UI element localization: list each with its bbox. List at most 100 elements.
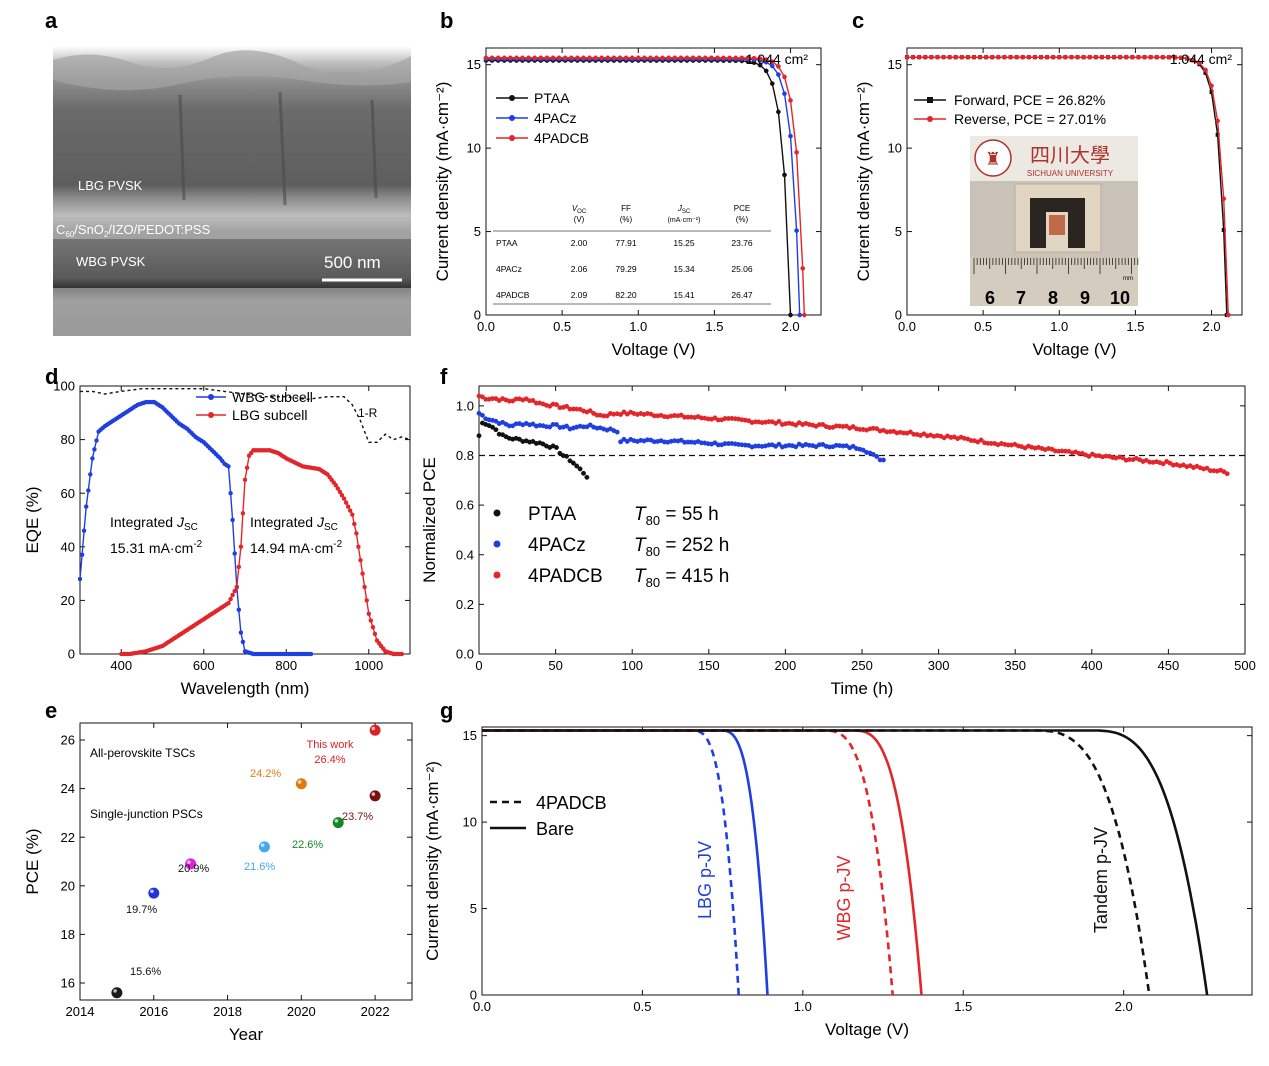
stability-marker-PTAA xyxy=(577,466,583,472)
eqe-marker-LBG subcell xyxy=(339,492,345,498)
sem-background xyxy=(53,46,411,336)
jv-marker-4PADCB xyxy=(599,55,605,61)
pce-point xyxy=(295,778,307,790)
y-axis-label: Current density (mA·cm⁻²) xyxy=(854,82,873,282)
x-axis-label: Time (h) xyxy=(831,679,894,698)
jv-marker-4PADCB xyxy=(794,150,799,155)
stability-marker-4PACz xyxy=(564,423,570,429)
table-header-ff-unit: (%) xyxy=(620,215,633,224)
jv-marker-4PADCB xyxy=(782,74,787,80)
integrated-jsc-label: Integrated JSC xyxy=(110,514,198,533)
stability-marker-4PADCB xyxy=(1224,471,1230,477)
y-tick-label: 0 xyxy=(895,308,902,323)
jv-marker-4PADCB xyxy=(769,59,775,65)
jv-marker-4PADCB xyxy=(593,55,598,61)
ruler-ticks xyxy=(973,258,1139,274)
stability-marker-4PACz xyxy=(554,422,559,427)
jv-marker-PTAA xyxy=(788,312,793,318)
x-tick-label: 400 xyxy=(110,658,132,673)
y-tick-label: 60 xyxy=(61,486,75,501)
y-tick-label: 10 xyxy=(463,815,477,830)
table-header-voc: VOC xyxy=(572,204,587,215)
jv-marker-reverse xyxy=(1093,54,1099,60)
jv-marker-reverse xyxy=(971,54,977,60)
jv-marker-PTAA xyxy=(763,68,769,74)
legend-marker xyxy=(493,571,501,579)
sem-top-texture xyxy=(53,50,411,91)
x-tick-label: 0 xyxy=(475,658,482,673)
panel-label-d: d xyxy=(45,364,58,389)
panel-c-chart: 0.0 0.5 1.0 1.5 2.0 0 5 10 15 Voltage (V) Current … xyxy=(854,47,1243,359)
jv-marker-reverse xyxy=(1123,54,1129,60)
ruler-unit: mm xyxy=(1123,276,1133,282)
eqe-marker-LBG subcell xyxy=(399,651,405,657)
legend-marker xyxy=(509,115,515,121)
jv-marker-4PADCB xyxy=(538,55,544,61)
x-tick-label: 2.0 xyxy=(782,319,800,334)
eqe-marker-WBG subcell xyxy=(238,630,244,635)
table-cell: 2.00 xyxy=(571,238,588,248)
eqe-marker-LBG subcell xyxy=(364,598,369,603)
table-header-voc-unit: (V) xyxy=(574,215,585,224)
y-tick-label: 18 xyxy=(61,927,75,942)
stability-marker-4PACz xyxy=(614,429,620,435)
pce-point xyxy=(369,724,381,736)
table-cell: 26.47 xyxy=(731,290,753,300)
panel-b-table: VOC (V) FF (%) JSC (mA·cm⁻²) PCE (%) PTA… xyxy=(493,204,771,305)
y-tick-label: 0.6 xyxy=(456,498,474,513)
jv-marker-4PADCB xyxy=(489,55,495,61)
jv-marker-4PACz xyxy=(782,91,787,97)
pce-point xyxy=(148,887,160,899)
jv-marker-reverse xyxy=(1154,54,1160,60)
x-tick-label: 0.0 xyxy=(898,319,916,334)
pce-point xyxy=(111,987,123,999)
x-tick-label: 0.0 xyxy=(473,999,491,1014)
pce-point-label: 20.9% xyxy=(178,863,209,875)
jv-marker-reverse xyxy=(989,54,995,60)
jv-marker-4PADCB xyxy=(611,55,617,61)
eqe-marker-LBG subcell xyxy=(228,596,233,602)
jv-marker-4PACz xyxy=(794,228,799,233)
table-cell: 79.29 xyxy=(615,264,637,274)
university-seal xyxy=(974,139,1012,177)
stability-marker-4PADCB xyxy=(604,413,610,419)
panel-e-chart: 2014 2016 2018 2020 2022161820222426YearPCE … xyxy=(23,722,413,1044)
jv-marker-PTAA xyxy=(769,81,775,86)
panel-label-a: a xyxy=(45,8,58,33)
pce-point-highlight xyxy=(334,819,339,823)
pce-point-highlight xyxy=(150,889,154,894)
jv-marker-4PADCB xyxy=(550,55,556,61)
jv-marker-reverse xyxy=(1178,55,1184,61)
panel-label-c: c xyxy=(852,8,864,33)
jv-marker-4PADCB xyxy=(733,55,739,61)
jv-marker-4PADCB xyxy=(642,55,647,61)
stability-marker-PTAA xyxy=(567,458,573,464)
jv-marker-4PADCB xyxy=(581,55,586,61)
pce-point-label: 19.7% xyxy=(126,904,157,916)
sem-image: LBG PVSK C60/SnO2/IZO/PEDOT:PSS WBG PVSK… xyxy=(53,46,411,336)
jv-marker-reverse xyxy=(922,54,928,60)
x-tick-label: 2.0 xyxy=(1115,999,1133,1014)
curve-label: Tandem p-JV xyxy=(1091,827,1111,933)
eqe-marker-LBG subcell xyxy=(358,557,363,563)
pce-point-highlight xyxy=(113,989,117,993)
y-tick-label: 5 xyxy=(474,224,481,239)
jv-marker-reverse xyxy=(1142,54,1147,60)
jv-marker-reverse xyxy=(1148,54,1153,60)
jv-marker-4PADCB xyxy=(684,55,690,61)
area-annotation: 1.044 cm² xyxy=(1170,51,1233,67)
legend-marker xyxy=(493,540,501,548)
jv-marker-reverse xyxy=(1081,54,1086,60)
legend-marker xyxy=(927,116,933,122)
stability-marker-PTAA xyxy=(557,450,563,456)
y-tick-label: 15 xyxy=(888,57,902,72)
jv-marker-4PADCB xyxy=(660,55,665,61)
jv-marker-reverse xyxy=(1056,54,1062,60)
legend-marker xyxy=(208,412,214,418)
stability-marker-4PADCB xyxy=(554,402,559,408)
jv-marker-4PADCB xyxy=(654,55,659,61)
jv-marker-reverse xyxy=(1160,54,1166,60)
y-tick-label: 100 xyxy=(53,379,75,394)
stability-marker-4PACz xyxy=(776,441,782,447)
